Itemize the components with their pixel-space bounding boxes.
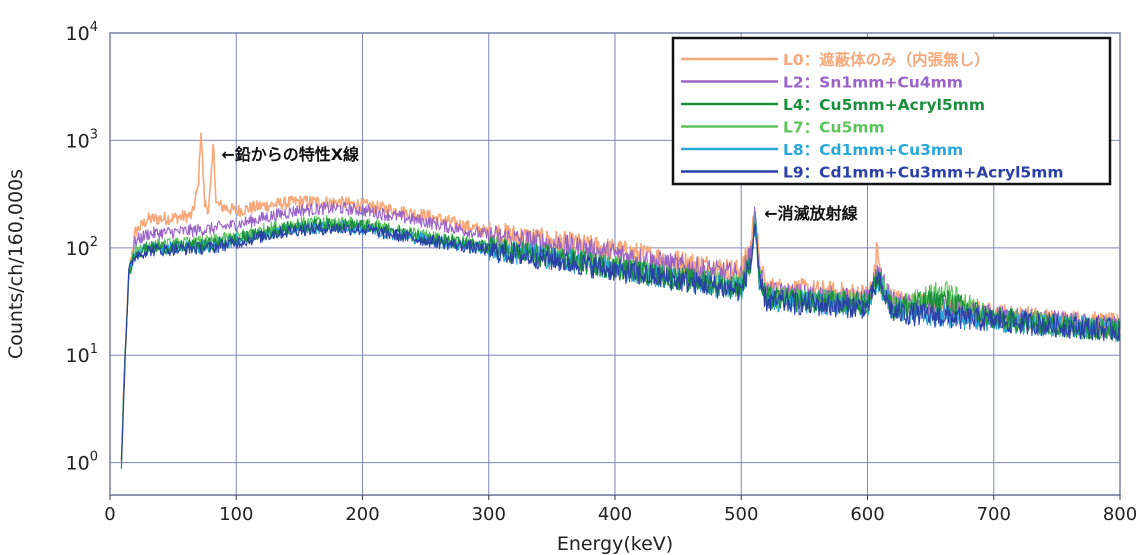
annotation-label: ←鉛からの特性X線 xyxy=(221,145,359,164)
y-axis-label: Counts/ch/160,000s xyxy=(5,169,27,359)
legend-label: L8：Cd1mm+Cu3mm xyxy=(783,141,963,159)
x-tick-label: 200 xyxy=(345,504,379,525)
legend-label: L4：Cu5mm+Acryl5mm xyxy=(783,96,985,114)
legend-label: L7：Cu5mm xyxy=(783,119,885,137)
series-lines xyxy=(120,132,1121,469)
legend: L0：遮蔽体のみ（内張無し） L2：Sn1mm+Cu4mm L4：Cu5mm+Acr… xyxy=(671,36,1112,186)
y-tick-label: 100 xyxy=(66,450,98,475)
legend-box xyxy=(671,36,1112,186)
x-tick-label: 800 xyxy=(1103,504,1137,525)
y-tick-label: 102 xyxy=(66,235,98,260)
x-tick-label: 400 xyxy=(598,504,632,525)
series-line xyxy=(120,222,1121,460)
axis-ticks: 0 100 200 300 400 500 600 700 800 100 101 102 103 104 xyxy=(66,20,1138,525)
series-line xyxy=(120,218,1121,469)
x-tick-label: 300 xyxy=(472,504,506,525)
y-tick-label: 101 xyxy=(66,342,98,367)
x-tick-label: 0 xyxy=(104,504,115,525)
x-tick-label: 600 xyxy=(850,504,884,525)
annotation-label: ←消滅放射線 xyxy=(764,204,857,223)
x-tick-label: 500 xyxy=(724,504,758,525)
x-tick-label: 700 xyxy=(977,504,1011,525)
grid xyxy=(109,32,1121,495)
y-tick-label: 104 xyxy=(66,20,98,45)
legend-label: L2：Sn1mm+Cu4mm xyxy=(783,74,963,92)
legend-label: L9：Cd1mm+Cu3mm+Acryl5mm xyxy=(783,164,1064,182)
x-tick-label: 100 xyxy=(219,504,253,525)
series-line xyxy=(120,212,1121,469)
y-tick-label: 103 xyxy=(66,127,98,152)
x-axis-label: Energy(keV) xyxy=(557,533,673,555)
legend-label: L0：遮蔽体のみ（内張無し） xyxy=(783,50,990,69)
annotations: ←鉛からの特性X線 ←消滅放射線 xyxy=(221,145,857,223)
